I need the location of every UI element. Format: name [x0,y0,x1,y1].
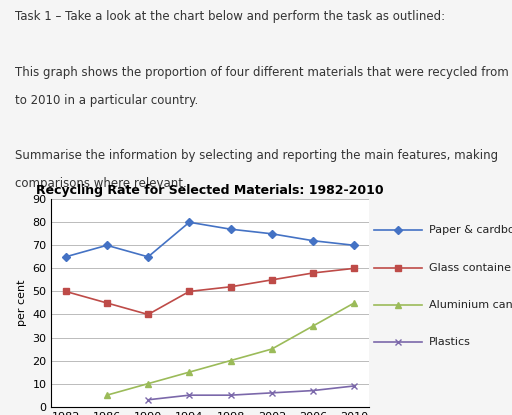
Text: Plastics: Plastics [429,337,471,347]
Plastics [227,393,233,398]
Glass containers [269,277,275,282]
Aluminium cans [227,358,233,363]
Title: Recycling Rate for Selected Materials: 1982-2010: Recycling Rate for Selected Materials: 1… [36,184,383,197]
Plastics [186,393,193,398]
Aluminium cans [269,347,275,352]
Plastics [145,397,151,402]
Glass containers [104,300,110,305]
Text: Aluminium cans: Aluminium cans [429,300,512,310]
Paper & cardboard [227,227,233,232]
Text: Task 1 – Take a look at the chart below and perform the task as outlined:: Task 1 – Take a look at the chart below … [15,10,445,23]
Paper & cardboard [310,238,316,243]
Y-axis label: per cent: per cent [17,280,27,326]
Text: This graph shows the proportion of four different materials that were recycled f: This graph shows the proportion of four … [15,66,512,79]
Line: Plastics: Plastics [145,383,357,403]
Line: Glass containers: Glass containers [63,266,357,317]
Paper & cardboard [62,254,69,259]
Paper & cardboard [186,220,193,225]
Text: to 2010 in a particular country.: to 2010 in a particular country. [15,94,199,107]
Aluminium cans [145,381,151,386]
Aluminium cans [186,370,193,375]
Text: comparisons where relevant.: comparisons where relevant. [15,177,187,190]
Text: Paper & cardboard: Paper & cardboard [429,225,512,235]
Aluminium cans [310,324,316,329]
Paper & cardboard [145,254,151,259]
Text: Summarise the information by selecting and reporting the main features, making: Summarise the information by selecting a… [15,149,499,162]
Glass containers [62,289,69,294]
Paper & cardboard [351,243,357,248]
Paper & cardboard [104,243,110,248]
Plastics [310,388,316,393]
Glass containers [186,289,193,294]
Line: Paper & cardboard: Paper & cardboard [63,220,357,260]
Plastics [269,391,275,395]
Glass containers [310,271,316,276]
Line: Aluminium cans: Aluminium cans [104,300,357,398]
Text: Glass containers: Glass containers [429,263,512,273]
Aluminium cans [104,393,110,398]
Glass containers [145,312,151,317]
Paper & cardboard [269,231,275,236]
Glass containers [227,284,233,289]
Glass containers [351,266,357,271]
Plastics [351,383,357,388]
Aluminium cans [351,300,357,305]
